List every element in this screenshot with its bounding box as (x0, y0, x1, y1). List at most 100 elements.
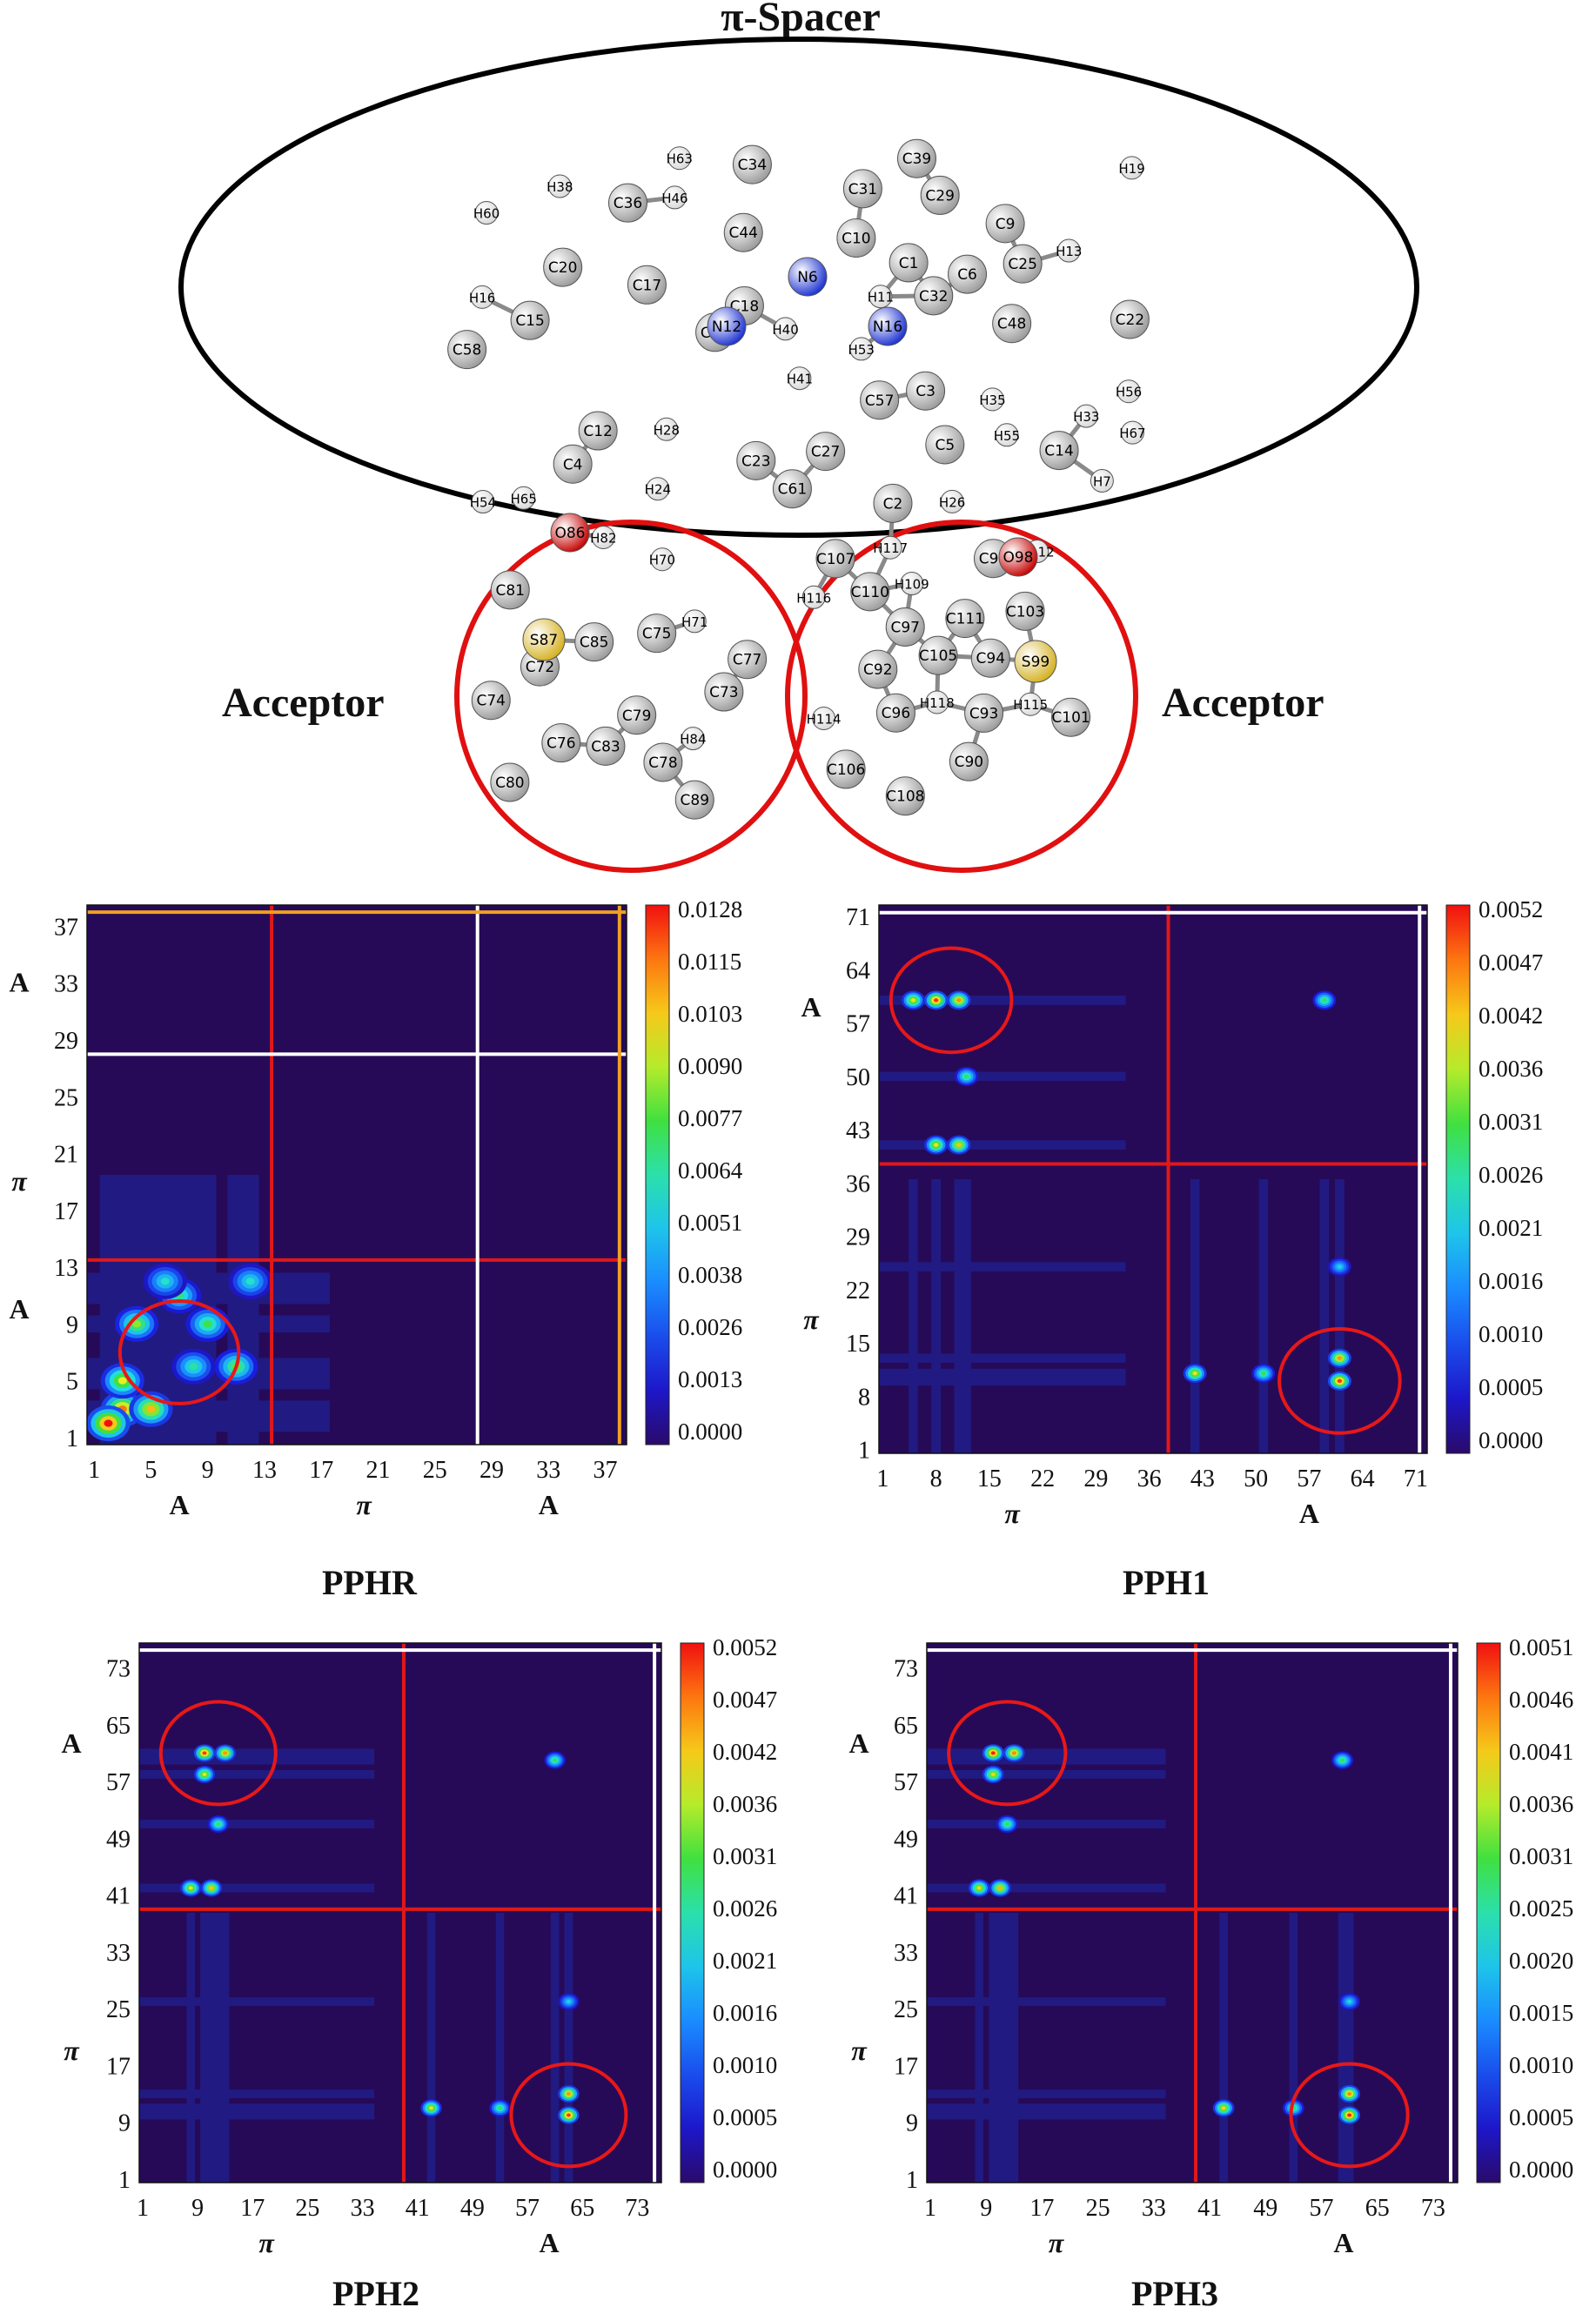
atom-c92: C92 (858, 649, 898, 689)
carbon-atom (637, 614, 677, 654)
hotspot-ring (990, 1772, 996, 1776)
panel-title-pphr: PPHR (322, 1563, 417, 1602)
carbon-atom (586, 726, 626, 766)
hotspot (989, 1879, 1011, 1897)
hotspot-ring (132, 1320, 142, 1328)
band (879, 996, 1126, 1005)
hydrogen-atom (995, 423, 1019, 447)
hotspot (193, 1744, 216, 1762)
hydrogen-atom (868, 285, 893, 309)
atom-label: H40 (772, 322, 798, 338)
atom-h38: H38 (547, 174, 573, 198)
atom-c22: C22 (1110, 299, 1150, 339)
band (879, 996, 1126, 1005)
atom-label: C106 (827, 761, 865, 779)
carbon-atom (949, 741, 989, 781)
y-tick-label: 73 (894, 1656, 918, 1683)
carbon-atom (723, 212, 763, 252)
band (879, 1140, 1126, 1150)
colorbar-tick-label: 0.0046 (1509, 1687, 1573, 1713)
band (909, 1179, 918, 1453)
band (139, 1820, 374, 1828)
hydrogen-atom (470, 285, 494, 309)
carbon-atom (985, 204, 1025, 244)
hydrogen-atom (1120, 156, 1144, 180)
colorbar (1445, 904, 1471, 1454)
colorbar-tick-label: 0.0051 (678, 1210, 742, 1236)
hydrogen-atom (471, 490, 495, 514)
atom-label: H118 (920, 695, 955, 711)
atom-c48: C48 (992, 304, 1032, 344)
colorbar-tick-label: 0.0026 (678, 1314, 742, 1340)
heatmap-pphr: 1 5 9 13 17 21 25 29 33 37 1 5 9 13 17 21 25 29 33 37 A π A Aπ A… (9, 896, 742, 1520)
x-tick-label: 41 (1197, 2195, 1222, 2222)
hotspot-ring (1337, 1264, 1343, 1269)
band (879, 996, 1126, 1005)
hotspot-ring (1347, 2092, 1352, 2096)
band (879, 1376, 1126, 1386)
band (1345, 1913, 1354, 2183)
colorbar-tick-label: 0.0000 (713, 2156, 777, 2183)
hotspot-ring (1011, 1751, 1016, 1755)
carbon-atom (1003, 244, 1043, 284)
hotspot-ring (566, 2092, 571, 2096)
hydrogen-atom (812, 706, 836, 730)
carbon-atom (964, 693, 1004, 733)
hydrogen-atom (650, 547, 674, 572)
band (139, 2110, 374, 2120)
x-group-label: π (1049, 2227, 1065, 2258)
hotspot (924, 990, 949, 1010)
atom-label: C17 (633, 277, 662, 294)
hotspot (185, 1305, 230, 1342)
atom-label: C90 (955, 754, 984, 771)
atom-c110: C110 (850, 572, 890, 612)
atom-label: C44 (728, 225, 758, 242)
y-tick-label: 49 (106, 1826, 131, 1853)
carbon-atom (826, 749, 866, 789)
hotspot-ring (1221, 2106, 1226, 2110)
atom-label: H7 (1093, 473, 1111, 489)
highlight-circle (509, 2062, 628, 2169)
band (87, 1372, 330, 1390)
colorbar-tick-label: 0.0025 (1509, 1895, 1573, 1922)
hotspot-ring (188, 1886, 193, 1890)
carbon-atom (728, 640, 768, 680)
atom-c93: C93 (964, 693, 1004, 733)
y-tick-label: 43 (846, 1117, 870, 1144)
x-tick-label: 57 (1297, 1466, 1321, 1492)
hydrogen-atom (1090, 468, 1114, 493)
highlight-circle (947, 1700, 1068, 1807)
hotspot-ring (223, 1751, 228, 1755)
atom-c12: C12 (578, 411, 618, 451)
oxygen-atom (998, 537, 1038, 577)
hotspot-ring (566, 1999, 571, 2003)
atom-h54: H54 (470, 490, 496, 514)
carbon-atom (1005, 591, 1045, 631)
band (954, 1179, 964, 1453)
sulfur-atom (1014, 640, 1057, 683)
band (186, 1913, 195, 2183)
hotspot-ring (990, 1751, 996, 1755)
atom-label: C76 (547, 735, 576, 753)
atom-label: C74 (476, 693, 506, 710)
atom-label: H28 (654, 422, 680, 438)
atom-h19: H19 (1118, 156, 1145, 180)
colorbar-tick-label: 0.0128 (678, 896, 742, 922)
atom-label: H63 (667, 151, 693, 167)
heatmap-background (927, 1643, 1458, 2183)
band (879, 996, 1126, 1005)
colorbar-tick-label: 0.0026 (713, 1895, 777, 1922)
hotspot (982, 1744, 1004, 1762)
atom-c107: C107 (815, 539, 855, 579)
carbon-atom (945, 599, 985, 639)
atom-label: H67 (1119, 426, 1145, 441)
x-group-label: A (1333, 2227, 1353, 2258)
x-tick-label: 29 (479, 1457, 504, 1484)
band (156, 1175, 174, 1445)
hotspot (228, 1263, 272, 1299)
band (200, 1913, 209, 2183)
y-tick-label: 57 (894, 1769, 918, 1796)
hydrogen-atom (667, 146, 692, 171)
atom-h11: H11 (868, 285, 894, 309)
